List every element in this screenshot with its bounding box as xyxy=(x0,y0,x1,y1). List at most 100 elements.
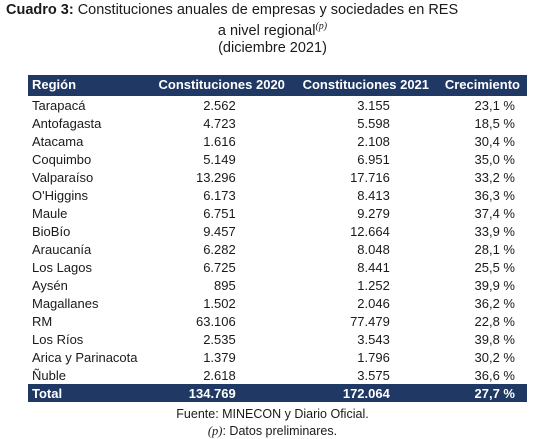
cell-number: 22,8 % xyxy=(474,313,515,329)
cell-number: 8.441 xyxy=(357,259,390,275)
cell-region: Los Ríos xyxy=(32,331,84,347)
row: BioBío 9.457 12.664 33,9 % xyxy=(28,222,527,240)
cell-number: 63.106 xyxy=(195,313,236,329)
cell-number: 2.108 xyxy=(357,133,390,149)
cell-number: 3.543 xyxy=(357,331,390,347)
cell-number: 35,0 % xyxy=(474,151,515,167)
cell-region: RM xyxy=(32,313,53,329)
row: Los Lagos 6.725 8.441 25,5 % xyxy=(28,258,527,276)
cell-region: Ñuble xyxy=(32,367,66,383)
cell-region: BioBío xyxy=(32,223,71,239)
cell-number: 17.716 xyxy=(350,169,390,185)
title-label: Cuadro 3: xyxy=(6,2,74,18)
row: O'Higgins 6.173 8.413 36,3 % xyxy=(28,186,527,204)
row: Ñuble 2.618 3.575 36,6 % xyxy=(28,366,527,384)
cell-number: 8.048 xyxy=(357,241,390,257)
row: Los Ríos 2.535 3.543 39,8 % xyxy=(28,330,527,348)
cell-number: 23,1 % xyxy=(437,94,527,114)
cell-number: 172.064 xyxy=(293,384,438,402)
date: (diciembre 2021) xyxy=(218,40,327,56)
cell-number: 30,4 % xyxy=(474,133,515,149)
cell-number: 27,7 % xyxy=(437,384,527,402)
subtitle-text: a nivel regional xyxy=(217,22,316,39)
cell-number: 77.479 xyxy=(350,313,390,329)
cell-number: 36,2 % xyxy=(474,295,515,311)
subtitle-mark: (p) xyxy=(315,21,328,32)
cell-number: 3.155 xyxy=(293,94,438,114)
table-body: Tarapacá 2.562 3.155 23,1 % Antofagasta 4.723… xyxy=(28,94,527,402)
subtitle: a nivel regional(p) xyxy=(0,21,545,39)
row: Coquimbo 5.149 6.951 35,0 % xyxy=(28,150,527,168)
cell-number: 6.751 xyxy=(203,205,236,221)
row: Aysén 895 1.252 39,9 % xyxy=(28,276,527,294)
cell-number: 9.279 xyxy=(357,205,390,221)
cell-number: 39,9 % xyxy=(474,277,515,293)
column-header: Crecimiento xyxy=(437,75,527,95)
cell-region: Valparaíso xyxy=(32,169,94,185)
cell-region: Antofagasta xyxy=(32,115,102,131)
cell-number: 5.598 xyxy=(357,115,390,131)
row: Arica y Parinacota 1.379 1.796 30,2 % xyxy=(28,348,527,366)
row: Tarapacá 2.562 3.155 23,1 % xyxy=(28,94,527,114)
cell-region: Araucanía xyxy=(32,241,92,257)
cell-number: 1.252 xyxy=(357,277,390,293)
header-row: Región Constituciones 2020 Constituciones … xyxy=(28,75,527,95)
cell-region: Atacama xyxy=(32,133,84,149)
cell-number: 5.149 xyxy=(203,151,236,167)
source: Fuente: MINECON y Diario Oficial. xyxy=(176,407,369,421)
cell-number: 33,9 % xyxy=(474,223,515,239)
row: Maule 6.751 9.279 37,4 % xyxy=(28,204,527,222)
row: Araucanía 6.282 8.048 28,1 % xyxy=(28,240,527,258)
cell-number: 25,5 % xyxy=(474,259,515,275)
cell-region: Tarapacá xyxy=(28,94,150,114)
cell-number: 2.535 xyxy=(203,331,236,347)
cell-number: 6.173 xyxy=(203,187,236,203)
row: Valparaíso 13.296 17.716 33,2 % xyxy=(28,168,527,186)
cell-number: 1.379 xyxy=(203,349,236,365)
title: Cuadro 3: Constituciones anuales de empr… xyxy=(6,2,545,18)
cell-number: 9.457 xyxy=(203,223,236,239)
table: Región Constituciones 2020 Constituciones … xyxy=(28,75,527,402)
cell-number: 18,5 % xyxy=(474,115,515,131)
cell-number: 12.664 xyxy=(350,223,390,239)
cell-number: 2.618 xyxy=(203,367,236,383)
cell-number: 1.502 xyxy=(203,295,236,311)
row: Antofagasta 4.723 5.598 18,5 % xyxy=(28,114,527,132)
cell-region: Coquimbo xyxy=(32,151,92,167)
cell-region: Los Lagos xyxy=(32,259,92,275)
cell-number: 2.562 xyxy=(149,94,294,114)
cell-number: 13.296 xyxy=(195,169,236,185)
row: Atacama 1.616 2.108 30,4 % xyxy=(28,132,527,150)
cell-region: Total xyxy=(28,384,150,402)
cell-number: 6.725 xyxy=(203,259,236,275)
cell-number: 134.769 xyxy=(149,384,294,402)
cell-region: Magallanes xyxy=(32,295,99,311)
cell-number: 2.046 xyxy=(357,295,390,311)
cell-region: Aysén xyxy=(32,277,68,293)
note-text: : Datos preliminares. xyxy=(222,424,338,438)
note-mark: (p) xyxy=(207,424,223,438)
cell-number: 6.282 xyxy=(203,241,236,257)
cell-number: 30,2 % xyxy=(474,349,515,365)
row: Magallanes 1.502 2.046 36,2 % xyxy=(28,294,527,312)
cell-number: 28,1 % xyxy=(474,241,515,257)
cell-number: 895 xyxy=(214,277,236,293)
total-row: Total 134.769 172.064 27,7 % xyxy=(28,384,527,402)
column-header: Constituciones 2021 xyxy=(293,75,438,95)
cell-number: 37,4 % xyxy=(474,205,515,221)
cell-number: 36,6 % xyxy=(474,367,515,383)
cell-number: 4.723 xyxy=(203,115,236,131)
cell-region: Arica y Parinacota xyxy=(32,349,138,365)
cell-number: 8.413 xyxy=(357,187,390,203)
cell-region: O'Higgins xyxy=(32,187,88,203)
cell-number: 39,8 % xyxy=(474,331,515,347)
column-header: Región xyxy=(28,75,150,95)
cell-number: 1.616 xyxy=(203,133,236,149)
cell-number: 33,2 % xyxy=(474,169,515,185)
cell-number: 36,3 % xyxy=(474,187,515,203)
title-text: Constituciones anuales de empresas y soc… xyxy=(77,2,459,18)
cell-region: Maule xyxy=(32,205,68,221)
note: (p): Datos preliminares. xyxy=(0,424,545,439)
cell-number: 1.796 xyxy=(357,349,390,365)
row: RM 63.106 77.479 22,8 % xyxy=(28,312,527,330)
